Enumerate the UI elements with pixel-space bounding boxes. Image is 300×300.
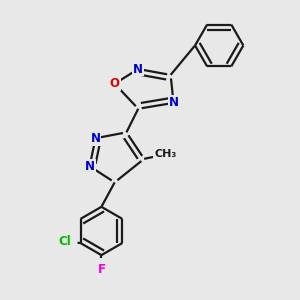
Text: Cl: Cl [59,235,72,248]
Text: N: N [85,160,94,173]
Text: O: O [110,77,120,90]
Text: CH₃: CH₃ [154,149,176,159]
Text: N: N [169,96,178,110]
Text: N: N [91,132,100,145]
Text: F: F [98,263,105,276]
Text: N: N [133,62,143,76]
